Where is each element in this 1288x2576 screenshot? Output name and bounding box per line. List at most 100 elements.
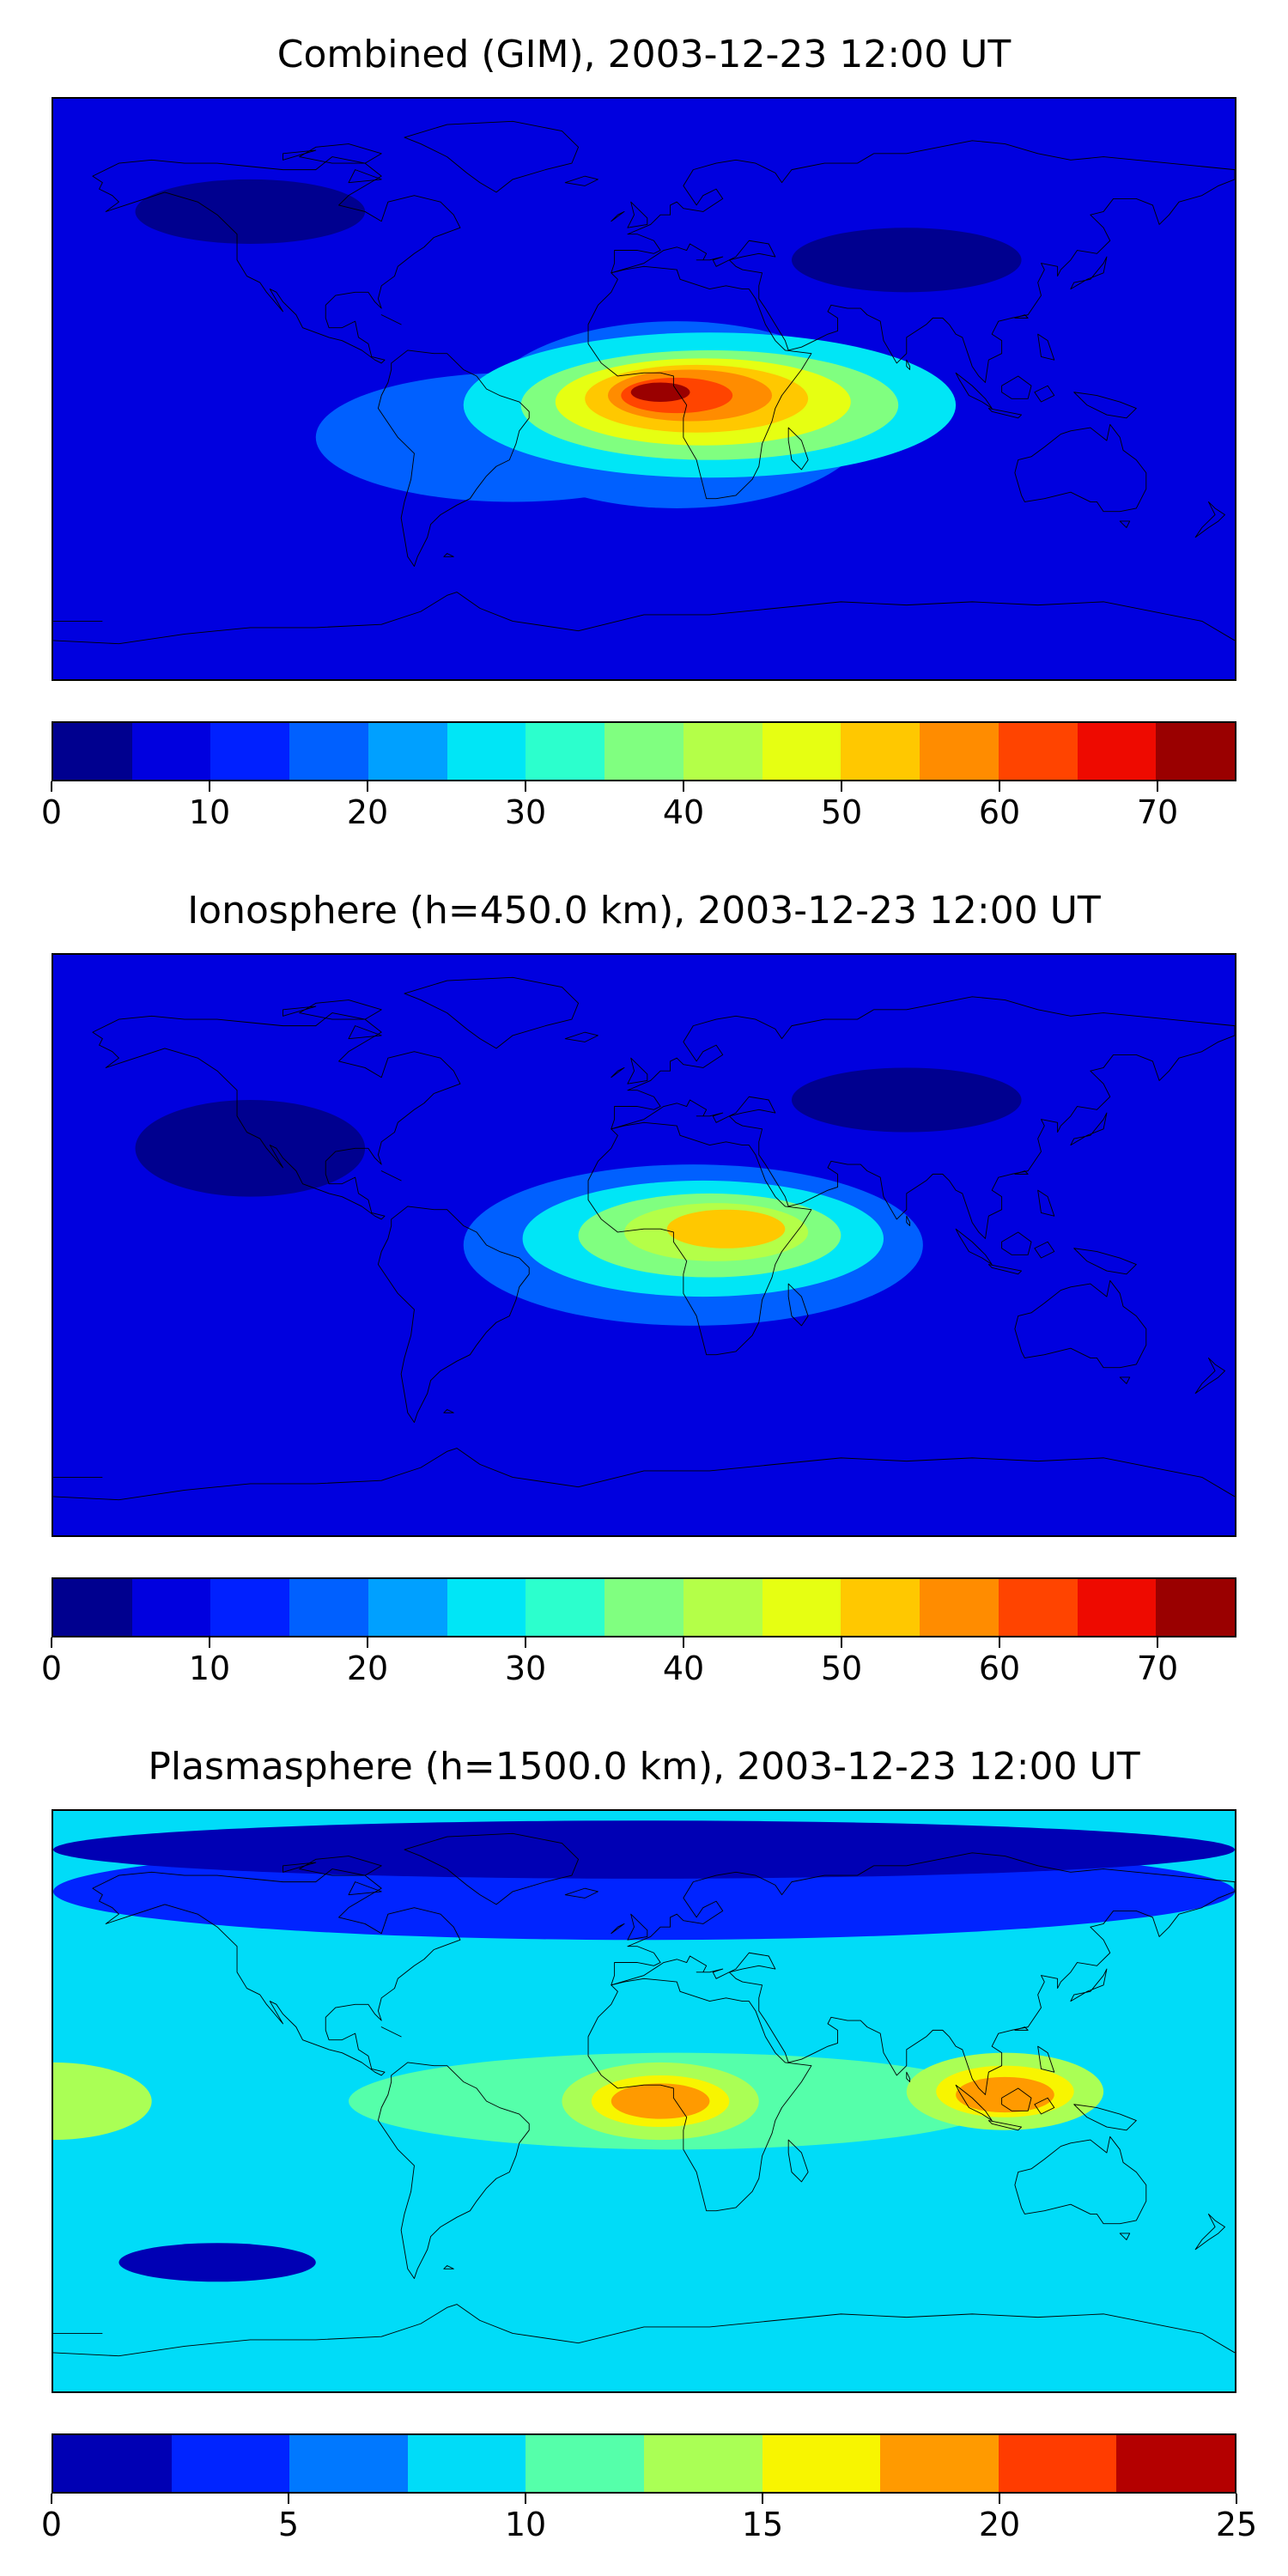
contour-region (792, 1067, 1022, 1133)
colorbar-tick-label: 10 (188, 793, 231, 831)
contour-region (792, 228, 1022, 293)
colorbar-segment (605, 723, 683, 780)
contour-region (666, 1209, 786, 1249)
colorbar-segment (526, 723, 605, 780)
colorbar-tick-label: 20 (978, 2506, 1021, 2543)
contour-region (53, 1820, 1235, 1879)
colorbar-segment (683, 723, 762, 780)
colorbar-segment (762, 723, 841, 780)
colorbar-tick (1157, 1637, 1158, 1648)
colorbar-tick (841, 1637, 842, 1648)
colorbar-tick-label: 0 (40, 793, 63, 831)
colorbar-tick-label: 60 (978, 793, 1021, 831)
colorbar-segment (998, 723, 1078, 780)
contour-fill (135, 179, 1022, 508)
tec-map-plasmasphere (52, 1809, 1236, 2393)
colorbar-segment (53, 723, 132, 780)
colorbar-segment (368, 1579, 447, 1636)
colorbar-tick-label: 20 (346, 793, 389, 831)
colorbar-tick (525, 781, 526, 792)
colorbar-tick-label: 0 (40, 2506, 63, 2543)
colorbar-tick (1236, 2494, 1237, 2504)
map-svg (53, 955, 1235, 1535)
colorbar-segment (53, 1579, 132, 1636)
colorbar-plasmasphere (52, 2433, 1236, 2494)
colorbar-segment (210, 1579, 290, 1636)
colorbar-segment (841, 1579, 920, 1636)
colorbar-segment (998, 2435, 1117, 2492)
tec-map-ionosphere (52, 953, 1236, 1537)
colorbar-tick-label: 30 (504, 793, 547, 831)
colorbar-tick-label: 50 (820, 1649, 863, 1687)
colorbar-segment (762, 2435, 881, 2492)
colorbar-tick-label: 20 (346, 1649, 389, 1687)
colorbar-segment (289, 1579, 368, 1636)
contour-fill (53, 1820, 1235, 2282)
colorbar-tick-label: 40 (662, 1649, 705, 1687)
map-svg (53, 1811, 1235, 2391)
contour-region (135, 1100, 366, 1197)
colorbar-segment (447, 1579, 526, 1636)
colorbar-tick (51, 1637, 52, 1648)
colorbar-tick (288, 2494, 289, 2504)
panel-title-ionosphere: Ionosphere (h=450.0 km), 2003-12-23 12:0… (187, 889, 1101, 933)
panel-title-plasmasphere: Plasmasphere (h=1500.0 km), 2003-12-23 1… (148, 1745, 1140, 1789)
colorbar-tick-label: 70 (1136, 1649, 1179, 1687)
colorbar-tick (1157, 781, 1158, 792)
colorbar-ionosphere (52, 1577, 1236, 1637)
colorbar-segment (526, 2435, 644, 2492)
colorbar-segment (447, 723, 526, 780)
colorbar-segment (1077, 723, 1157, 780)
colorbar-tick-label: 10 (504, 2506, 547, 2543)
contour-region (956, 2076, 1054, 2113)
colorbar-tick-label: 0 (40, 1649, 63, 1687)
colorbar-segment (289, 2435, 408, 2492)
colorbar-tick-label: 50 (820, 793, 863, 831)
contour-fill (135, 1067, 1022, 1326)
colorbar-segment (880, 2435, 999, 2492)
colorbar-tick (762, 2494, 763, 2504)
colorbar-segment (1116, 2435, 1235, 2492)
colorbar-tick (841, 781, 842, 792)
colorbar-segment (131, 723, 211, 780)
colorbar-tick (209, 781, 210, 792)
colorbar-segment (998, 1579, 1078, 1636)
colorbar-segment (289, 723, 368, 780)
colorbar-tick (367, 1637, 368, 1648)
colorbar-segment (1077, 1579, 1157, 1636)
contour-region (118, 2243, 316, 2282)
colorbar-segment (368, 723, 447, 780)
colorbar-segment (131, 1579, 211, 1636)
colorbar-tick (51, 2494, 52, 2504)
colorbar-ticks-ionosphere: 0 10 20 30 40 50 60 70 (41, 1637, 1236, 1689)
colorbar-tick-label: 30 (504, 1649, 547, 1687)
contour-region (135, 179, 366, 244)
colorbar-segment (762, 1579, 841, 1636)
tec-map-combined (52, 97, 1236, 681)
colorbar-tick-label: 25 (1215, 2506, 1258, 2543)
colorbar-tick (209, 1637, 210, 1648)
contour-region (53, 2062, 152, 2141)
colorbar-tick (367, 781, 368, 792)
contour-region (630, 382, 690, 403)
contour-region (349, 2052, 1005, 2150)
colorbar-segment (210, 723, 290, 780)
colorbar-ticks-combined: 0 10 20 30 40 50 60 70 (41, 781, 1236, 833)
colorbar-tick (683, 1637, 684, 1648)
colorbar-tick (999, 2494, 1000, 2504)
colorbar-segment (683, 1579, 762, 1636)
panel-title-combined: Combined (GIM), 2003-12-23 12:00 UT (276, 33, 1012, 76)
colorbar-tick-label: 10 (188, 1649, 231, 1687)
colorbar-segment (1156, 723, 1236, 780)
colorbar-ticks-plasmasphere: 0 5 10 15 20 25 (41, 2494, 1257, 2545)
colorbar-combined (52, 721, 1236, 781)
contour-region (611, 2083, 710, 2119)
colorbar-segment (171, 2435, 290, 2492)
colorbar-segment (1156, 1579, 1236, 1636)
colorbar-segment (920, 723, 999, 780)
colorbar-segment (841, 723, 920, 780)
colorbar-tick (999, 781, 1000, 792)
colorbar-tick (525, 2494, 526, 2504)
colorbar-tick-label: 15 (741, 2506, 784, 2543)
colorbar-tick (999, 1637, 1000, 1648)
